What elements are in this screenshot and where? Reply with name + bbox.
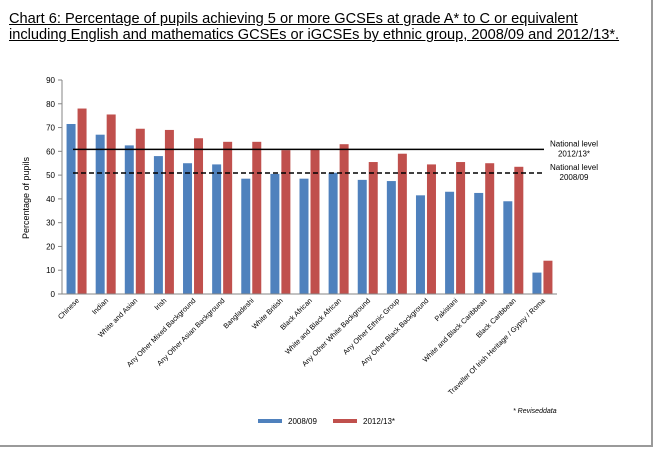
y-tick-label-70: 70 [46, 124, 55, 133]
bar-2008-09-black-african [299, 178, 309, 294]
y-tick-label-90: 90 [46, 76, 55, 85]
legend-label-2008-09: 2008/09 [288, 417, 317, 426]
axes-layer [61, 80, 557, 295]
legend-swatch-2008-09 [258, 419, 282, 423]
bar-2008-09-white-and-black-caribbean [474, 192, 484, 294]
bar-2008-09-white-british [270, 173, 280, 294]
bar-2012-13-white-and-asian [135, 128, 145, 294]
bar-2008-09-any-other-mixed-background [183, 163, 193, 294]
reference-label-2012-13-line2: 2012/13* [558, 149, 590, 158]
y-tick-label-80: 80 [46, 100, 55, 109]
bar-2008-09-irish [153, 156, 163, 294]
bar-2012-13-white-and-black-african [339, 144, 349, 294]
reference-label-2008-09-line1: National level [550, 163, 598, 172]
bar-2012-13-irish [164, 129, 174, 294]
chart-title-text: Chart 6: Percentage of pupils achieving … [9, 11, 620, 43]
bar-2008-09-pakistani [445, 191, 455, 294]
bar-2012-13-black-caribbean [514, 166, 524, 294]
bar-2012-13-indian [106, 114, 116, 294]
bar-2012-13-white-and-black-caribbean [485, 163, 495, 294]
bar-2008-09-bangladeshi [241, 178, 251, 294]
bar-2008-09-black-caribbean [503, 201, 513, 294]
y-tick-label-0: 0 [51, 290, 56, 299]
category-label-pakistani: Pakistani [433, 296, 460, 323]
y-tick-label-50: 50 [46, 171, 55, 180]
bar-2012-13-any-other-black-background [426, 164, 436, 294]
category-label-any-other-ethnic-group: Any Other Ethnic Group [341, 296, 401, 356]
bar-2012-13-any-other-ethnic-group [397, 153, 407, 294]
y-tick-label-30: 30 [46, 219, 55, 228]
category-label-irish: Irish [152, 296, 168, 312]
bar-2012-13-pakistani [456, 162, 466, 294]
bar-2008-09-chinese [66, 123, 76, 294]
category-label-white-and-black-african: White and Black African [283, 296, 343, 356]
bar-2012-13-any-other-asian-background [223, 141, 233, 294]
y-tick-label-40: 40 [46, 195, 55, 204]
bar-2008-09-white-and-black-african [328, 172, 338, 294]
footnote: * Reviseddata [513, 408, 557, 415]
bar-2012-13-white-british [281, 150, 291, 294]
bar-2008-09-indian [95, 134, 105, 294]
bar-2008-09-any-other-white-background [357, 179, 367, 294]
bar-2012-13-any-other-white-background [368, 162, 378, 294]
chart-title: Chart 6: Percentage of pupils achieving … [9, 11, 639, 43]
reference-label-2008-09-line2: 2008/09 [560, 173, 589, 182]
y-tick-label-10: 10 [46, 266, 55, 275]
bar-2012-13-chinese [77, 108, 87, 295]
bar-2012-13-black-african [310, 148, 320, 294]
category-label-indian: Indian [90, 296, 110, 316]
legend-label-2012-13: 2012/13* [363, 417, 395, 426]
bar-2008-09-any-other-asian-background [212, 164, 222, 294]
y-tick-label-60: 60 [46, 147, 55, 156]
bars-layer [66, 108, 553, 295]
reference-label-2012-13-line1: National level [550, 139, 598, 148]
bar-2012-13-any-other-mixed-background [194, 138, 204, 294]
bar-2008-09-any-other-ethnic-group [386, 181, 396, 294]
bar-2008-09-traveller-of-irish-heritage-gypsy-roma [532, 272, 542, 294]
legend: 2008/09 2012/13* [258, 417, 395, 426]
bar-2008-09-any-other-black-background [415, 195, 425, 294]
legend-swatch-2012-13 [333, 419, 357, 423]
ticks-layer: 0 10 20 30 40 50 60 70 80 90 [46, 76, 62, 299]
category-label-chinese: Chinese [56, 296, 81, 321]
bar-2012-13-traveller-of-irish-heritage-gypsy-roma [543, 260, 553, 294]
y-axis-label: Percentage of pupils [21, 156, 31, 239]
y-tick-label-20: 20 [46, 242, 55, 251]
bar-2012-13-bangladeshi [252, 141, 262, 294]
bar-2008-09-white-and-asian [124, 145, 134, 294]
